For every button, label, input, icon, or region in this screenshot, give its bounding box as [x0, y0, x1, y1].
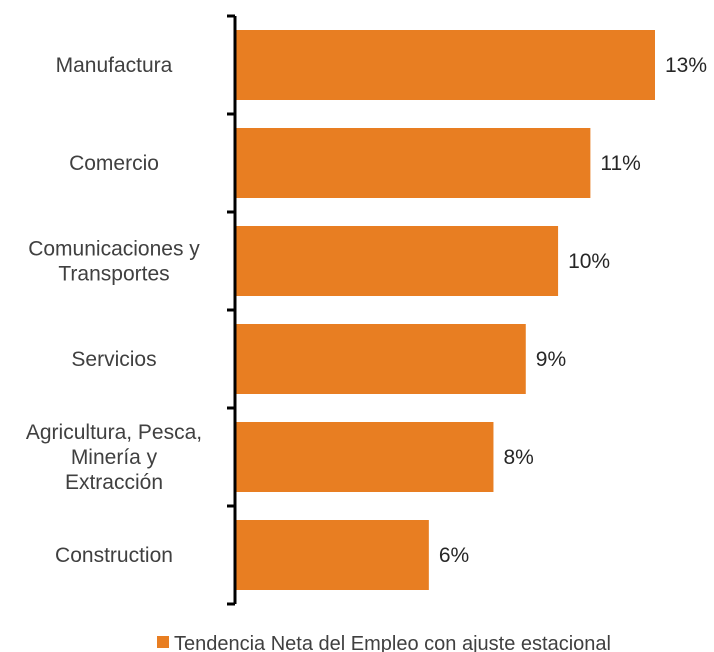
value-label-2: 10% — [568, 250, 610, 273]
category-label-2: Comunicaciones y Transportes — [28, 238, 200, 286]
bar-5 — [235, 520, 429, 590]
bar-1 — [235, 128, 591, 198]
category-label-4: Agricultura, Pesca, Minería y Extracción — [26, 421, 202, 494]
value-label-3: 9% — [536, 348, 566, 371]
value-label-4: 8% — [503, 446, 533, 469]
value-labels-group: 13% 11% 10% 9% 8% 6% — [439, 54, 707, 567]
bar-0 — [235, 30, 655, 100]
bar-2 — [235, 226, 559, 296]
category-label-0: Manufactura — [56, 54, 173, 77]
category-label-1: Comercio — [69, 152, 159, 175]
bar-4 — [235, 422, 494, 492]
value-label-0: 13% — [665, 54, 707, 77]
legend-label: Tendencia Neta del Empleo con ajuste est… — [174, 633, 611, 652]
legend-swatch — [157, 636, 169, 648]
category-labels-group: Manufactura Comercio Comunicaciones y Trans… — [26, 54, 202, 567]
category-axis — [227, 14, 237, 606]
value-label-5: 6% — [439, 544, 469, 567]
bars-group — [235, 30, 655, 590]
category-label-3: Servicios — [71, 348, 156, 371]
bar-3 — [235, 324, 526, 394]
value-label-1: 11% — [600, 152, 640, 175]
category-label-5: Construction — [55, 544, 173, 567]
legend: Tendencia Neta del Empleo con ajuste est… — [157, 633, 611, 652]
